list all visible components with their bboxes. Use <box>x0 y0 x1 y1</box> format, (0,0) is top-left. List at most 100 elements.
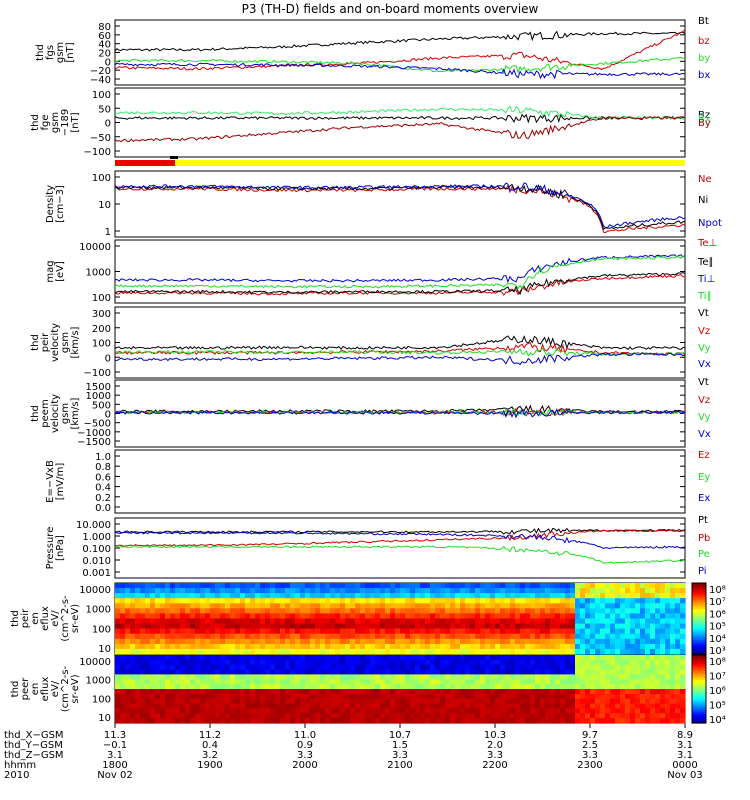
spectrogram-cell <box>205 674 211 680</box>
spectrogram-cell <box>445 593 451 599</box>
spectrogram-cell <box>235 638 241 645</box>
spectrogram-cell <box>360 603 366 609</box>
spectrogram-cell <box>500 659 506 666</box>
series-Npot-line <box>114 182 686 229</box>
spectrogram-cell <box>510 689 516 695</box>
spectrogram-cell <box>125 593 131 599</box>
spectrogram-cell <box>305 638 311 645</box>
spectrogram-cell <box>415 703 421 710</box>
spectrogram-cell <box>130 669 136 676</box>
spectrogram-cell <box>150 669 156 676</box>
spectrogram-cell <box>360 613 366 620</box>
spectrogram-cell <box>430 708 436 714</box>
spectrogram-cell <box>240 598 246 604</box>
spectrogram-cell <box>260 583 266 589</box>
spectrogram-cell <box>140 689 146 695</box>
spectrogram-cell <box>430 633 436 640</box>
spectrogram-cell <box>395 643 401 650</box>
colorbar-segment <box>692 664 706 667</box>
spectrogram-cell <box>320 648 326 655</box>
spectrogram-cell <box>475 713 481 719</box>
spectrogram-cell <box>680 674 686 680</box>
spectrogram-cell <box>335 598 341 604</box>
spectrogram-cell <box>625 684 631 690</box>
spectrogram-cell <box>590 588 596 594</box>
spectrogram-cell <box>355 679 361 685</box>
spectrogram-cell <box>385 718 391 724</box>
spectrogram-cell <box>330 598 336 604</box>
spectrogram-cell <box>365 659 371 666</box>
spectrogram-cell <box>470 655 476 661</box>
spectrogram-cell <box>200 583 206 589</box>
x-tick-hhmm: 2000 <box>292 760 317 771</box>
spectrogram-cell <box>455 664 461 671</box>
spectrogram-cell <box>550 713 556 719</box>
spectrogram-cell <box>580 588 586 594</box>
spectrogram-cell <box>475 598 481 604</box>
spectrogram-cell <box>130 659 136 666</box>
spectrogram-cell <box>360 703 366 710</box>
spectrogram-cell <box>545 628 551 635</box>
spectrogram-cell <box>355 623 361 630</box>
spectrogram-cell <box>425 598 431 604</box>
spectrogram-cell <box>495 669 501 676</box>
spectrogram-cell <box>490 648 496 655</box>
spectrogram-cell <box>455 603 461 609</box>
spectrogram-cell <box>285 718 291 724</box>
spectrogram-cell <box>275 674 281 680</box>
spectrogram-cell <box>575 669 581 676</box>
spectrogram-cell <box>255 628 261 635</box>
spectrogram-cell <box>425 693 431 700</box>
spectrogram-cell <box>290 633 296 640</box>
spectrogram-cell <box>680 684 686 690</box>
spectrogram-cell <box>315 674 321 680</box>
spectrogram-cell <box>635 713 641 719</box>
spectrogram-cell <box>550 693 556 700</box>
spectrogram-cell <box>395 613 401 620</box>
spectrogram-cell <box>315 633 321 640</box>
spectrogram-cell <box>455 689 461 695</box>
spectrogram-cell <box>470 689 476 695</box>
spectrogram-cell <box>120 633 126 640</box>
spectrogram-cell <box>350 703 356 710</box>
spectrogram-cell <box>420 708 426 714</box>
spectrogram-cell <box>215 623 221 630</box>
spectrogram-cell <box>630 718 636 724</box>
spectrogram-cell <box>570 708 576 714</box>
spectrogram-cell <box>570 655 576 661</box>
spectrogram-cell <box>245 633 251 640</box>
spectrogram-cell <box>560 613 566 620</box>
spectrogram-cell <box>600 583 606 589</box>
spectrogram-cell <box>490 613 496 620</box>
spectrogram-cell <box>635 588 641 594</box>
y-tick-label: 0.8 <box>95 462 111 473</box>
spectrogram-cell <box>305 703 311 710</box>
spectrogram-cell <box>480 659 486 666</box>
spectrogram-cell <box>240 583 246 589</box>
spectrogram-cell <box>325 593 331 599</box>
spectrogram-cell <box>575 643 581 650</box>
spectrogram-cell <box>185 623 191 630</box>
colorbar-segment <box>692 585 706 589</box>
spectrogram-cell <box>120 598 126 604</box>
spectrogram-cell <box>470 648 476 655</box>
spectrogram-cell <box>265 643 271 650</box>
spectrogram-cell <box>245 684 251 690</box>
spectrogram-cell <box>465 708 471 714</box>
spectrogram-cell <box>535 693 541 700</box>
spectrogram-cell <box>325 648 331 655</box>
spectrogram-cell <box>420 608 426 615</box>
spectrogram-cell <box>525 598 531 604</box>
spectrogram-cell <box>280 648 286 655</box>
spectrogram-cell <box>490 674 496 680</box>
spectrogram-cell <box>225 679 231 685</box>
spectrogram-cell <box>275 718 281 724</box>
spectrogram-cell <box>365 618 371 625</box>
spectrogram-cell <box>210 708 216 714</box>
spectrogram-cell <box>120 608 126 615</box>
spectrogram-cell <box>455 698 461 705</box>
y-tick-label: 0.4 <box>95 483 111 494</box>
legend-Vz: Vz <box>698 326 710 337</box>
spectrogram-cell <box>490 628 496 635</box>
spectrogram-cell <box>175 674 181 680</box>
